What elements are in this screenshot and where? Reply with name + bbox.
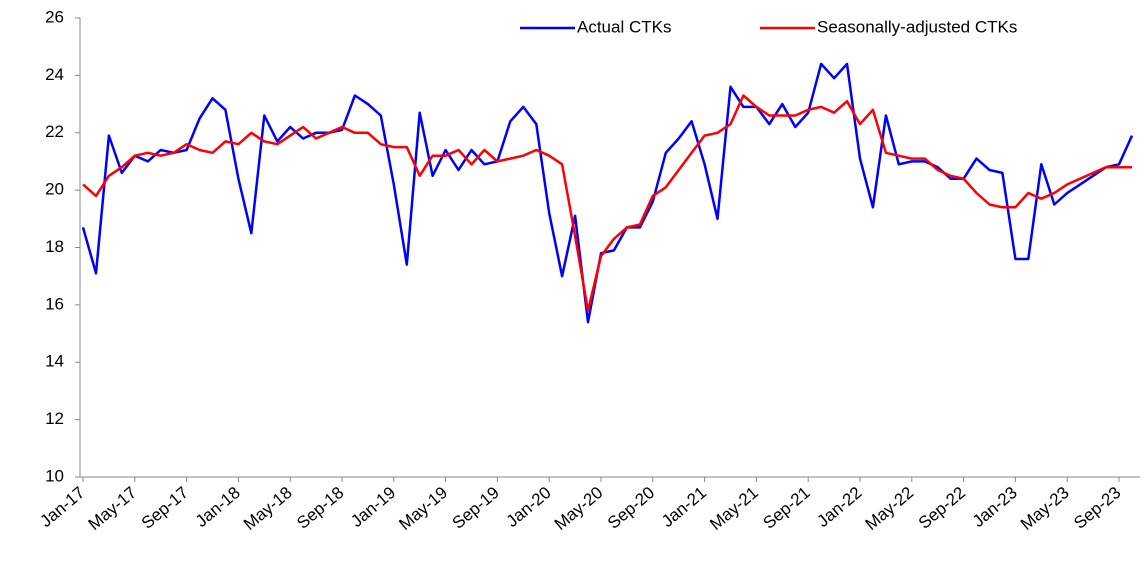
- y-tick-label: 26: [45, 7, 64, 26]
- x-tick-label: Jan-22: [813, 483, 865, 531]
- x-tick-label: May-17: [85, 483, 141, 534]
- y-tick-label: 14: [45, 352, 64, 371]
- series-line: [82, 94, 1132, 312]
- x-tick-label: Jan-18: [192, 483, 244, 531]
- y-tick-label: 18: [45, 237, 64, 256]
- legend-label: Seasonally-adjusted CTKs: [817, 17, 1017, 36]
- x-tick-label: Sep-23: [1070, 483, 1124, 533]
- y-tick-label: 24: [45, 65, 64, 84]
- x-tick-label: Jan-21: [658, 483, 710, 531]
- x-tick-label: Sep-21: [759, 483, 813, 533]
- legend-label: Actual CTKs: [577, 17, 671, 36]
- y-tick-label: 12: [45, 409, 64, 428]
- x-tick-label: Sep-18: [293, 483, 347, 533]
- y-tick-label: 22: [45, 122, 64, 141]
- x-tick-label: May-23: [1017, 483, 1073, 534]
- x-tick-label: Jan-20: [503, 483, 555, 531]
- x-tick-label: Sep-22: [915, 483, 969, 533]
- x-tick-label: Jan-17: [36, 483, 88, 531]
- x-tick-label: Sep-20: [604, 483, 658, 533]
- series-line: [81, 62, 1134, 324]
- y-tick-label: 16: [45, 294, 64, 313]
- x-tick-label: May-19: [395, 483, 451, 534]
- x-tick-label: May-21: [706, 483, 762, 534]
- y-tick-label: 20: [45, 180, 64, 199]
- x-tick-label: Jan-19: [347, 483, 399, 531]
- x-tick-label: May-20: [551, 483, 607, 534]
- y-tick-label: 10: [45, 466, 64, 485]
- x-tick-label: Sep-17: [138, 483, 192, 533]
- x-tick-label: Jan-23: [969, 483, 1021, 531]
- x-tick-label: Sep-19: [449, 483, 503, 533]
- x-tick-label: May-18: [240, 483, 296, 534]
- x-tick-label: May-22: [862, 483, 918, 534]
